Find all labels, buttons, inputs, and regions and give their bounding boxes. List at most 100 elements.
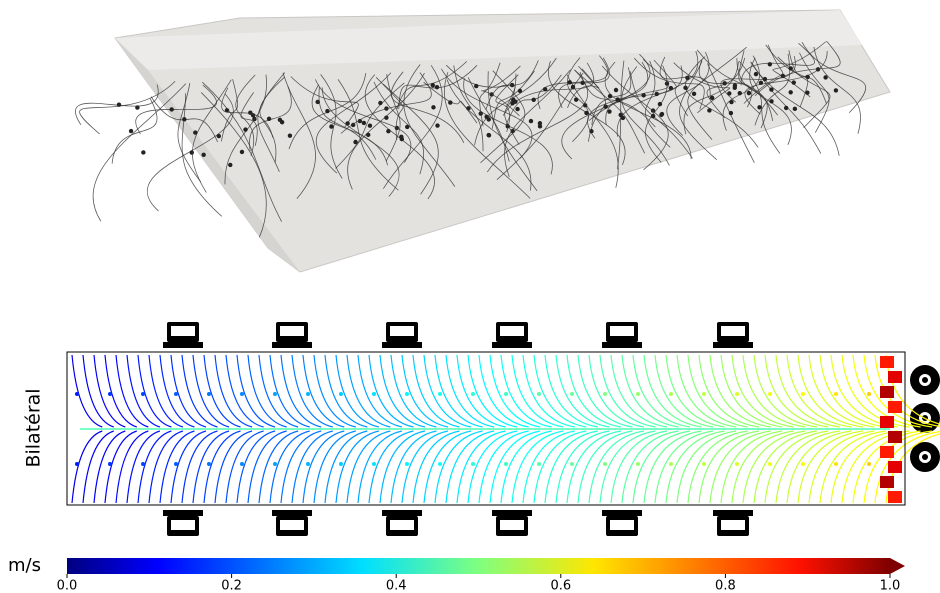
- arrow-dot: [651, 114, 655, 118]
- arrow-head: [372, 462, 376, 466]
- arrow-dot: [574, 97, 578, 101]
- arrow-dot: [754, 72, 758, 76]
- arrow-dot: [487, 133, 491, 137]
- hot-zone: [888, 491, 902, 503]
- arrow-head: [801, 462, 805, 466]
- colorbar-unit: m/s: [8, 555, 41, 576]
- vent-slot: [721, 520, 745, 530]
- arrow-dot: [228, 163, 232, 167]
- arrow-head: [537, 392, 541, 396]
- arrow-dot: [659, 113, 663, 117]
- hot-zone: [880, 446, 894, 458]
- arrow-dot: [568, 80, 572, 84]
- arrow-dot: [614, 88, 618, 92]
- arrow-dot: [683, 86, 687, 90]
- arrow-dot: [217, 134, 221, 138]
- colorbar-extend: [890, 558, 905, 574]
- arrow-dot: [405, 125, 409, 129]
- vent-base: [272, 510, 312, 516]
- streamline: [112, 98, 157, 163]
- arrow-dot: [141, 150, 145, 154]
- arrow-head: [801, 392, 805, 396]
- arrow-dot: [733, 86, 737, 90]
- arrow-dot: [608, 94, 612, 98]
- vent-base: [713, 342, 753, 348]
- arrow-dot: [658, 102, 662, 106]
- arrow-head: [306, 462, 310, 466]
- arrow-dot: [240, 150, 244, 154]
- arrow-head: [75, 462, 79, 466]
- figure: Bilatéral m/s 0.00.20.40.60.81.0: [0, 0, 940, 593]
- arrow-head: [174, 392, 178, 396]
- arrow-dot: [474, 84, 478, 88]
- arrow-dot: [378, 101, 382, 105]
- arrow-head: [603, 462, 607, 466]
- arrow-head: [141, 392, 145, 396]
- hot-zone: [880, 386, 894, 398]
- arrow-dot: [190, 150, 194, 154]
- arrow-head: [207, 462, 211, 466]
- arrow-dot: [792, 80, 796, 84]
- arrow-dot: [538, 121, 542, 125]
- arrow-head: [75, 392, 79, 396]
- vent-base: [163, 342, 203, 348]
- arrow-dot: [618, 113, 622, 117]
- arrow-dot: [729, 111, 733, 115]
- vent-base: [602, 342, 642, 348]
- colorbar-tick-label: 0.4: [386, 579, 407, 593]
- vent-base: [713, 510, 753, 516]
- vent-slot: [280, 326, 304, 336]
- arrow-dot: [435, 123, 439, 127]
- vent-base: [382, 342, 422, 348]
- arrow-dot: [368, 123, 372, 127]
- hot-zone: [888, 431, 902, 443]
- arrow-head: [405, 462, 409, 466]
- arrow-dot: [769, 87, 773, 91]
- arrow-dot: [692, 92, 696, 96]
- vent-slot: [721, 326, 745, 336]
- duct-3d: [75, 10, 890, 272]
- vent-base: [382, 510, 422, 516]
- arrow-head: [273, 462, 277, 466]
- arrow-head: [504, 462, 508, 466]
- arrow-dot: [729, 100, 733, 104]
- arrow-head: [306, 392, 310, 396]
- hot-zone: [888, 371, 902, 383]
- page: Bilatéral m/s 0.00.20.40.60.81.0 (() => …: [0, 0, 940, 593]
- arrow-dot: [584, 111, 588, 115]
- arrow-dot: [325, 109, 329, 113]
- colorbar-tick-label: 0.2: [221, 579, 242, 593]
- arrow-head: [108, 462, 112, 466]
- vent-slot: [390, 326, 414, 336]
- arrow-dot: [169, 107, 173, 111]
- arrow-dot: [248, 110, 252, 114]
- fan-center: [922, 377, 928, 383]
- arrow-head: [240, 462, 244, 466]
- arrow-head: [438, 462, 442, 466]
- vent-slot: [500, 326, 524, 336]
- arrow-head: [339, 392, 343, 396]
- arrow-head: [702, 392, 706, 396]
- arrow-head: [867, 462, 871, 466]
- arrow-dot: [757, 105, 761, 109]
- arrow-dot: [448, 100, 452, 104]
- arrow-dot: [243, 127, 247, 131]
- arrow-dot: [201, 153, 205, 157]
- arrow-head: [240, 392, 244, 396]
- hot-zone: [880, 356, 894, 368]
- colorbar-tick-label: 0.6: [550, 579, 571, 593]
- arrow-head: [273, 392, 277, 396]
- arrow-dot: [366, 133, 370, 137]
- arrow-head: [372, 392, 376, 396]
- arrow-head: [867, 392, 871, 396]
- arrow-head: [504, 392, 508, 396]
- arrow-dot: [431, 105, 435, 109]
- arrow-head: [735, 462, 739, 466]
- arrow-head: [174, 462, 178, 466]
- arrow-dot: [386, 129, 390, 133]
- arrow-dot: [515, 107, 519, 111]
- arrow-head: [108, 392, 112, 396]
- arrow-head: [702, 462, 706, 466]
- vent-base: [492, 510, 532, 516]
- arrow-dot: [738, 91, 742, 95]
